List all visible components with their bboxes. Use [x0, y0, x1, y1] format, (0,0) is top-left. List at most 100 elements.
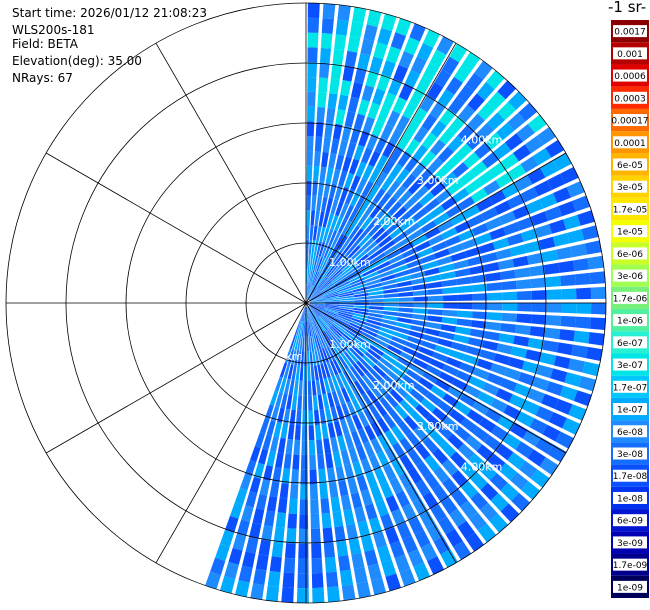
- ray-gate: [484, 434, 502, 452]
- ray-gate: [535, 223, 553, 238]
- ray-gate: [422, 260, 439, 270]
- ray-gate: [300, 351, 304, 367]
- ray-gate: [266, 450, 276, 467]
- ray-gate: [281, 587, 294, 603]
- ray-gate: [434, 69, 452, 88]
- ray-gate: [518, 102, 538, 122]
- ray-gate: [355, 444, 367, 461]
- azimuth-spoke: [155, 42, 307, 304]
- ray-gate: [441, 459, 459, 476]
- ray-gate: [389, 163, 403, 180]
- ray-gate: [474, 142, 492, 159]
- ray-gate: [308, 269, 312, 285]
- ray-gate: [441, 317, 458, 325]
- ray-gate: [560, 274, 576, 287]
- ray-gate: [529, 265, 546, 277]
- ray-gate: [499, 269, 516, 280]
- ray-gate: [359, 334, 374, 345]
- ray-gate: [546, 289, 562, 300]
- ray-gate: [422, 62, 440, 81]
- ray-gate: [353, 250, 367, 263]
- ray-gate: [453, 334, 470, 344]
- ray-gate: [457, 443, 475, 460]
- ray-gate: [559, 329, 575, 342]
- ray-gate: [361, 180, 374, 197]
- ray-gate: [315, 273, 325, 288]
- ray-gate: [342, 156, 352, 173]
- ray-gate: [321, 512, 332, 529]
- ray-gate: [308, 287, 318, 300]
- ray-gate: [335, 154, 345, 171]
- ray-gate: [336, 314, 352, 322]
- ray-gate: [228, 547, 243, 565]
- ray-gate: [358, 377, 370, 393]
- ray-gate: [510, 346, 528, 359]
- ray-gate: [309, 303, 325, 308]
- ray-gate: [356, 212, 369, 228]
- ray-gate: [432, 484, 449, 503]
- ray-gate: [346, 523, 359, 540]
- ray-gate: [399, 568, 416, 587]
- ray-gate: [344, 433, 355, 449]
- ray-gate: [307, 366, 311, 381]
- colorbar-label: 3e-05: [617, 183, 643, 193]
- ray-gate: [301, 440, 308, 455]
- ray-gate: [375, 171, 388, 188]
- ray-gate: [320, 33, 333, 49]
- ray-gate: [410, 56, 427, 75]
- ray-gate: [543, 262, 560, 275]
- ray-gate: [385, 495, 400, 513]
- ray-gate: [443, 302, 458, 309]
- ray-gate: [409, 271, 426, 280]
- ray-gate: [277, 497, 288, 514]
- ray-gate: [477, 523, 497, 543]
- ray-gate: [380, 513, 395, 531]
- ray-gate: [408, 265, 424, 274]
- ray-gate: [490, 493, 509, 512]
- ray-gate: [336, 316, 351, 325]
- ray-gate: [277, 407, 285, 423]
- ray-gate: [351, 430, 362, 447]
- ray-gate: [266, 495, 278, 512]
- ray-gate: [366, 319, 382, 326]
- ray-gate: [399, 454, 415, 472]
- ray-gate: [378, 269, 394, 278]
- ray-gate: [344, 463, 355, 480]
- ray-gate: [271, 541, 284, 558]
- ray-gate: [321, 313, 335, 323]
- ray-gate: [408, 201, 424, 216]
- ray-gate: [316, 196, 323, 212]
- ray-gate: [467, 113, 485, 132]
- ray-gate: [307, 269, 310, 285]
- ray-gate: [282, 572, 295, 588]
- ray-gate: [311, 380, 317, 396]
- ray-gate: [389, 477, 404, 495]
- ray-gate: [336, 540, 349, 557]
- ray-gate: [399, 399, 415, 415]
- ray-gate: [404, 120, 420, 138]
- azimuth-spoke: [45, 152, 307, 304]
- ray-gate: [346, 349, 359, 363]
- ray-gate: [301, 425, 308, 441]
- ray-gate: [249, 476, 261, 494]
- ray-gate: [372, 88, 386, 106]
- ray-gate: [369, 56, 384, 74]
- ray-gate: [383, 464, 397, 481]
- ray-gate: [556, 342, 574, 356]
- ray-gate: [308, 306, 318, 319]
- ray-gate: [572, 195, 591, 212]
- ray-gate: [355, 161, 367, 178]
- ray-gate: [392, 442, 406, 459]
- colorbar-label: 3e-09: [617, 539, 643, 549]
- ray-gate: [363, 24, 378, 42]
- colorbar-label-box: [613, 225, 647, 238]
- ray-gate: [386, 46, 401, 64]
- ray-gate: [337, 288, 353, 294]
- ray-gate: [357, 337, 372, 348]
- ray-gate: [313, 166, 320, 182]
- ray-gate: [498, 211, 516, 225]
- ray-gate: [483, 262, 500, 273]
- ray-gate: [368, 290, 384, 296]
- ray-gate: [340, 237, 352, 252]
- ray-gate: [428, 234, 445, 246]
